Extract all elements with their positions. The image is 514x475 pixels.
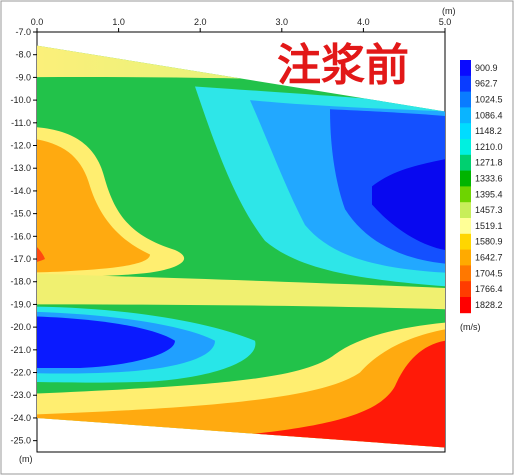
y-tick-label: -11.0 [11,118,31,128]
layer-middle-yellow [37,272,445,312]
y-tick-label: -7.0 [15,27,31,37]
x-axis: 0.0 1.0 2.0 3.0 4.0 5.0 [31,17,452,32]
x-tick-label: 5.0 [439,17,452,27]
x-tick-label: 2.0 [194,17,207,27]
colorbar-swatch [460,139,471,156]
y-tick-label: -15.0 [10,209,31,219]
colorbar-swatch [460,202,471,219]
y-tick-label: -21.0 [10,345,31,355]
colorbar-level-label: 962.7 [475,79,498,89]
y-tick-label: -10.0 [10,95,31,105]
y-tick-label: -24.0 [10,413,31,423]
colorbar: 900.9 962.7 1024.5 1086.4 1148.2 1210.0 1271.8… [460,60,503,314]
colorbar-level-label: 1704.5 [475,268,503,278]
colorbar-swatch [460,249,471,266]
y-tick-label: -8.0 [15,50,31,60]
colorbar-level-label: 900.9 [475,63,498,73]
colorbar-level-label: 1642.7 [475,253,503,263]
x-unit-label: (m) [442,6,456,16]
colorbar-level-label: 1519.1 [475,221,503,231]
colorbar-swatch [460,123,471,140]
colorbar-swatch [460,218,471,235]
y-axis: -7.0 -8.0 -9.0 -10.0 -11.0 -12.0 -13.0 -14.0 -15… [10,27,37,446]
colorbar-swatch [460,170,471,187]
y-tick-label: -17.0 [10,254,31,264]
y-tick-label: -9.0 [15,72,31,82]
y-unit-label: (m) [19,454,33,464]
colorbar-level-label: 1457.3 [475,205,503,215]
y-tick-label: -18.0 [10,277,31,287]
y-tick-label: -16.0 [10,231,31,241]
y-tick-label: -13.0 [10,163,31,173]
y-tick-label: -22.0 [10,368,31,378]
y-tick-label: -19.0 [10,299,31,309]
x-tick-label: 4.0 [357,17,370,27]
layer-upperleft-orange [37,136,150,273]
colorbar-swatch [460,154,471,171]
y-tick-label: -25.0 [10,436,31,446]
y-tick-label: -23.0 [10,390,31,400]
colorbar-level-label: 1333.6 [475,174,503,184]
colorbar-level-label: 1271.8 [475,158,503,168]
colorbar-swatch [460,60,471,77]
colorbar-swatch [460,107,471,124]
y-tick-label: -12.0 [10,141,31,151]
x-tick-label: 0.0 [31,17,44,27]
x-tick-label: 1.0 [112,17,125,27]
colorbar-swatch [460,281,471,298]
colorbar-level-label: 1086.4 [475,110,503,120]
colorbar-level-label: 1210.0 [475,142,503,152]
x-tick-label: 3.0 [276,17,289,27]
colorbar-level-label: 1395.4 [475,189,503,199]
layer-upper-deepblue [372,159,445,250]
colorbar-swatch [460,297,471,314]
colorbar-level-label: 1148.2 [475,126,502,136]
colorbar-swatch [460,233,471,250]
y-tick-label: -20.0 [10,322,31,332]
colorbar-swatch [460,265,471,282]
colorbar-level-label: 1828.2 [475,300,503,310]
layer-lowerleft-blue [37,315,175,369]
colorbar-swatch [460,91,471,108]
colorbar-level-label: 1766.4 [475,284,503,294]
colorbar-swatch [460,186,471,203]
colorbar-swatch [460,75,471,92]
chart-title: 注浆前 [277,41,409,90]
colorbar-unit-label: (m/s) [460,322,481,332]
colorbar-level-label: 1580.9 [475,237,503,247]
colorbar-level-label: 1024.5 [475,95,503,105]
y-tick-label: -14.0 [10,186,31,196]
